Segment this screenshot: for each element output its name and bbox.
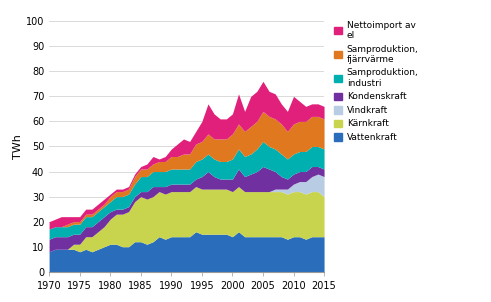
Legend: Nettoimport av
el, Samproduktion,
fjärrvärme, Samproduktion,
industri, Kondenskr: Nettoimport av el, Samproduktion, fjärrv… bbox=[334, 21, 418, 142]
Y-axis label: TWh: TWh bbox=[13, 134, 23, 159]
